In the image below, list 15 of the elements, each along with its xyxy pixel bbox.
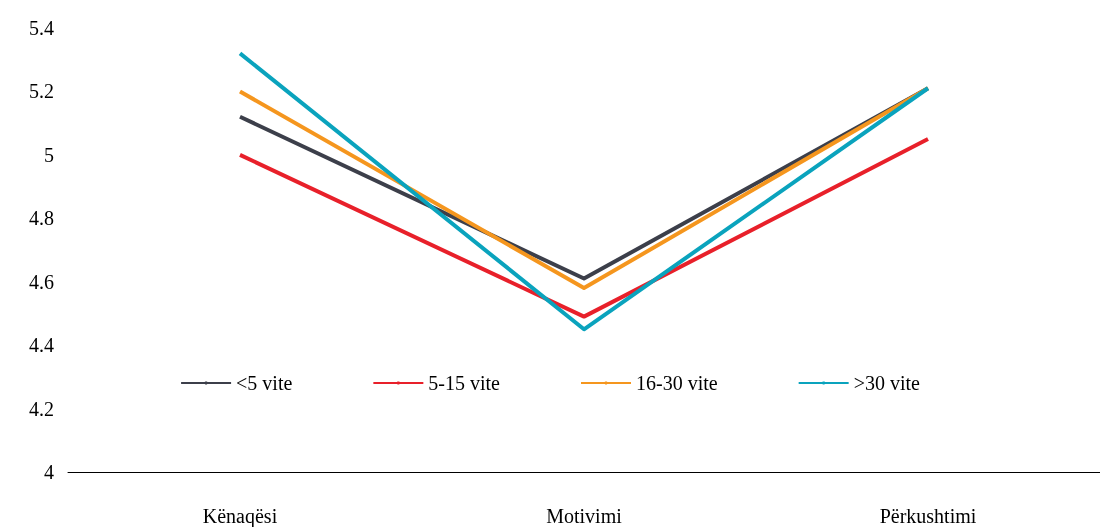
y-tick-label: 5 — [44, 143, 54, 166]
y-tick-label: 4.4 — [29, 334, 54, 357]
y-tick-label: 5.2 — [29, 80, 54, 103]
x-tick-label: Përkushtimi — [879, 505, 977, 527]
legend-label: >30 vite — [853, 372, 921, 394]
x-tick-label: Kënaqësi — [202, 505, 278, 527]
y-tick-label: 5.4 — [29, 17, 54, 39]
y-tick-label: 4.6 — [29, 270, 54, 293]
legend-label: 5-15 vite — [428, 372, 501, 394]
x-tick-label: Motivimi — [546, 505, 623, 527]
legend-label: 16-30 vite — [636, 372, 718, 394]
legend-label: <5 vite — [236, 372, 293, 394]
y-tick-label: 4.2 — [29, 397, 54, 420]
y-tick-label: 4 — [44, 461, 54, 483]
y-tick-label: 4.8 — [29, 207, 54, 230]
